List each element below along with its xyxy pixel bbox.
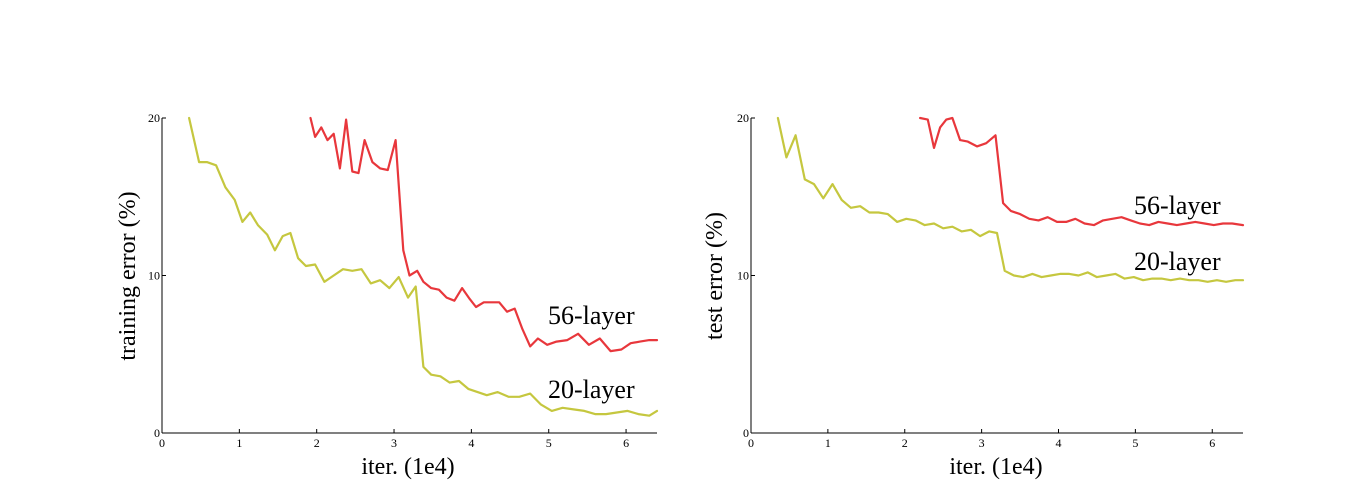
series-label-20-layer: 20-layer	[1134, 247, 1221, 276]
training-error-chart: training error (%) iter. (1e4) 0 1 2 3 4 5 6 0 1…	[115, 111, 659, 480]
y-tick-label: 10	[737, 269, 749, 283]
axis-ticks: 0 1 2 3 4 5 6 0 10 20	[148, 111, 629, 450]
x-tick-label: 1	[825, 436, 831, 450]
x-tick-label: 4	[468, 436, 474, 450]
y-tick-label: 0	[154, 426, 160, 440]
x-axis-title: iter. (1e4)	[949, 454, 1042, 480]
series-line-20-layer	[776, 116, 1245, 283]
x-tick-label: 6	[623, 436, 629, 450]
series-lines	[188, 116, 659, 417]
x-axis-title: iter. (1e4)	[361, 454, 454, 480]
x-tick-label: 2	[314, 436, 320, 450]
series-lines	[776, 116, 1245, 283]
y-tick-label: 20	[737, 111, 749, 125]
x-tick-label: 2	[902, 436, 908, 450]
x-tick-label: 0	[159, 436, 165, 450]
x-tick-label: 6	[1209, 436, 1215, 450]
series-line-20-layer	[188, 116, 659, 417]
series-line-56-layer	[309, 116, 659, 353]
x-tick-label: 4	[1056, 436, 1062, 450]
x-tick-label: 0	[748, 436, 754, 450]
series-label-20-layer: 20-layer	[548, 375, 635, 404]
series-label-56-layer: 56-layer	[548, 301, 635, 330]
y-tick-label: 20	[148, 111, 160, 125]
axis-ticks: 0 1 2 3 4 5 6 0 10 20	[737, 111, 1215, 450]
x-tick-label: 1	[236, 436, 242, 450]
x-tick-label: 3	[391, 436, 397, 450]
y-axis-title: training error (%)	[115, 191, 141, 360]
x-tick-label: 5	[1132, 436, 1138, 450]
y-tick-label: 10	[148, 269, 160, 283]
series-line-56-layer	[918, 116, 1245, 227]
series-label-56-layer: 56-layer	[1134, 191, 1221, 220]
y-tick-label: 0	[743, 426, 749, 440]
x-tick-label: 3	[979, 436, 985, 450]
y-axis-title: test error (%)	[702, 212, 728, 340]
test-error-chart: test error (%) iter. (1e4) 0 1 2 3 4 5 601020 …	[702, 111, 1245, 480]
x-tick-label: 5	[546, 436, 552, 450]
